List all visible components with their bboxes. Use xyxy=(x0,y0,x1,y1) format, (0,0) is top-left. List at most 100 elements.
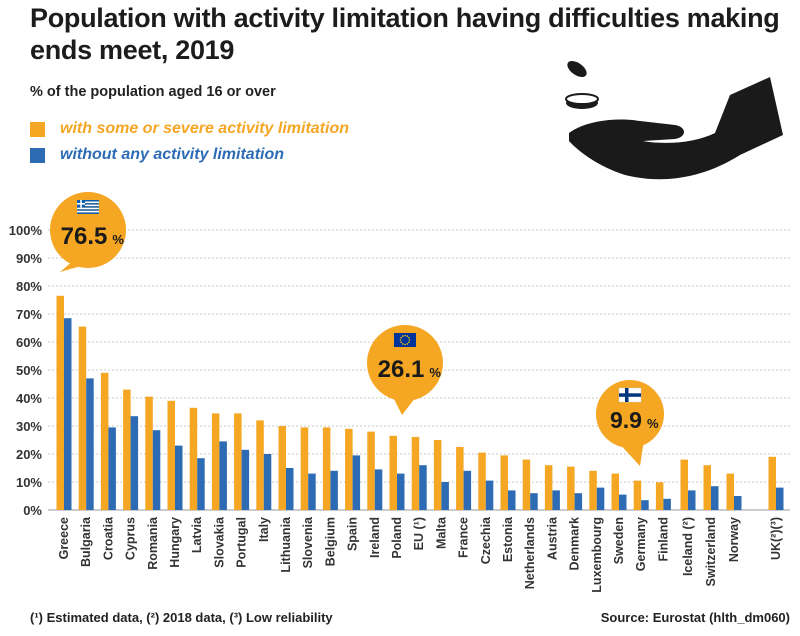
bar-without-limitation xyxy=(330,470,338,510)
y-tick-label: 20% xyxy=(16,447,42,462)
bar-with-limitation xyxy=(322,427,331,510)
bar-with-limitation xyxy=(56,295,64,510)
x-tick-label: Netherlands xyxy=(523,517,537,589)
bar-with-limitation xyxy=(433,440,442,510)
bar-without-limitation xyxy=(130,416,139,510)
callout-value: 26.1 xyxy=(378,356,425,383)
bar-with-limitation xyxy=(189,407,198,510)
x-tick-label: Estonia xyxy=(501,516,515,562)
legend-item-without-limitation: without any activity limitation xyxy=(30,146,284,164)
bar-without-limitation xyxy=(397,473,405,510)
bar-without-limitation xyxy=(175,445,183,510)
x-tick-label: Portugal xyxy=(235,517,249,568)
bar-without-limitation xyxy=(641,500,649,510)
x-tick-label: Finland xyxy=(656,517,670,561)
bar-without-limitation xyxy=(619,494,627,510)
bar-with-limitation xyxy=(500,455,508,510)
x-tick-label: Slovakia xyxy=(212,516,226,568)
bar-with-limitation xyxy=(300,427,309,510)
bar-with-limitation xyxy=(145,396,153,510)
x-tick-label: Italy xyxy=(257,517,271,542)
bar-with-limitation xyxy=(589,470,597,510)
bar-without-limitation xyxy=(86,378,94,510)
bar-with-limitation xyxy=(411,436,420,510)
bar-with-limitation xyxy=(78,326,87,510)
bar-with-limitation xyxy=(655,482,664,510)
y-tick-label: 60% xyxy=(16,335,42,350)
callout-bubble xyxy=(367,325,443,401)
bar-with-limitation xyxy=(256,420,264,510)
bar-without-limitation xyxy=(263,454,272,510)
bar-without-limitation xyxy=(463,470,472,510)
bar-with-limitation xyxy=(726,473,734,510)
bar-with-limitation xyxy=(703,465,711,510)
x-tick-label: UK(²)(³) xyxy=(769,517,783,560)
legend-label: with some or severe activity limitation xyxy=(60,120,349,137)
greece-flag xyxy=(77,200,99,214)
bar-without-limitation xyxy=(688,490,696,510)
x-tick-label: Sweden xyxy=(612,517,626,564)
bar-with-limitation xyxy=(611,473,619,510)
y-tick-label: 80% xyxy=(16,279,42,294)
bar-with-limitation xyxy=(522,459,531,510)
callout-bubble xyxy=(50,192,126,268)
bar-with-limitation xyxy=(345,428,353,510)
x-tick-label: Denmark xyxy=(568,517,582,571)
source-note: Source: Eurostat (hlth_dm060) xyxy=(600,610,790,625)
bar-with-limitation xyxy=(567,466,575,510)
footnote: (¹) Estimated data, (²) 2018 data, (³) L… xyxy=(30,610,333,625)
x-tick-label: Greece xyxy=(57,517,71,559)
callout-unit: % xyxy=(647,416,659,431)
callout-bubble xyxy=(596,380,664,448)
bar-without-limitation xyxy=(152,430,161,510)
y-tick-label: 40% xyxy=(16,391,42,406)
y-tick-label: 0% xyxy=(23,503,42,518)
bar-without-limitation xyxy=(374,469,383,510)
legend-item-with-limitation: with some or severe activity limitation xyxy=(30,120,349,138)
legend-swatch-blue xyxy=(30,147,45,163)
bar-with-limitation xyxy=(680,459,688,510)
x-tick-label: Iceland (²) xyxy=(681,517,695,576)
x-tick-label: Poland xyxy=(390,517,404,559)
x-tick-label: Slovenia xyxy=(301,516,315,568)
bar-without-limitation xyxy=(485,480,494,510)
bar-with-limitation xyxy=(456,447,464,510)
x-tick-label: Bulgaria xyxy=(79,516,93,567)
bar-without-limitation xyxy=(663,498,671,510)
bar-with-limitation xyxy=(167,400,175,510)
bar-without-limitation xyxy=(241,449,250,510)
bar-without-limitation xyxy=(530,493,538,510)
bar-without-limitation xyxy=(508,490,516,510)
x-tick-label: Belgium xyxy=(323,517,337,566)
y-tick-label: 30% xyxy=(16,419,42,434)
finland-flag xyxy=(618,387,642,403)
bar-without-limitation xyxy=(441,482,449,510)
bar-with-limitation xyxy=(633,480,642,510)
x-tick-label: Austria xyxy=(545,516,559,560)
x-tick-label: Spain xyxy=(346,517,360,551)
callout-unit: % xyxy=(112,232,124,247)
y-tick-label: 10% xyxy=(16,475,42,490)
y-tick-label: 90% xyxy=(16,251,42,266)
x-tick-label: Germany xyxy=(634,517,648,571)
callout-value: 9.9 xyxy=(610,407,642,433)
callout-unit: % xyxy=(429,365,441,380)
x-tick-label: Luxembourg xyxy=(590,517,604,593)
x-tick-label: EU (¹) xyxy=(412,517,426,550)
callout-value: 76.5 xyxy=(61,223,108,250)
x-tick-label: Romania xyxy=(146,516,160,570)
x-tick-label: France xyxy=(457,517,471,558)
x-tick-label: Switzerland xyxy=(704,517,718,586)
x-tick-label: Croatia xyxy=(101,516,115,560)
bar-with-limitation xyxy=(234,413,242,510)
bar-with-limitation xyxy=(278,426,286,510)
bar-without-limitation xyxy=(711,486,719,510)
bar-with-limitation xyxy=(211,413,220,510)
bar-without-limitation xyxy=(197,458,205,510)
y-tick-label: 70% xyxy=(16,307,42,322)
bar-without-limitation xyxy=(574,493,583,510)
x-tick-label: Hungary xyxy=(168,517,182,568)
bar-without-limitation xyxy=(108,427,116,510)
bar-without-limitation xyxy=(776,487,784,510)
